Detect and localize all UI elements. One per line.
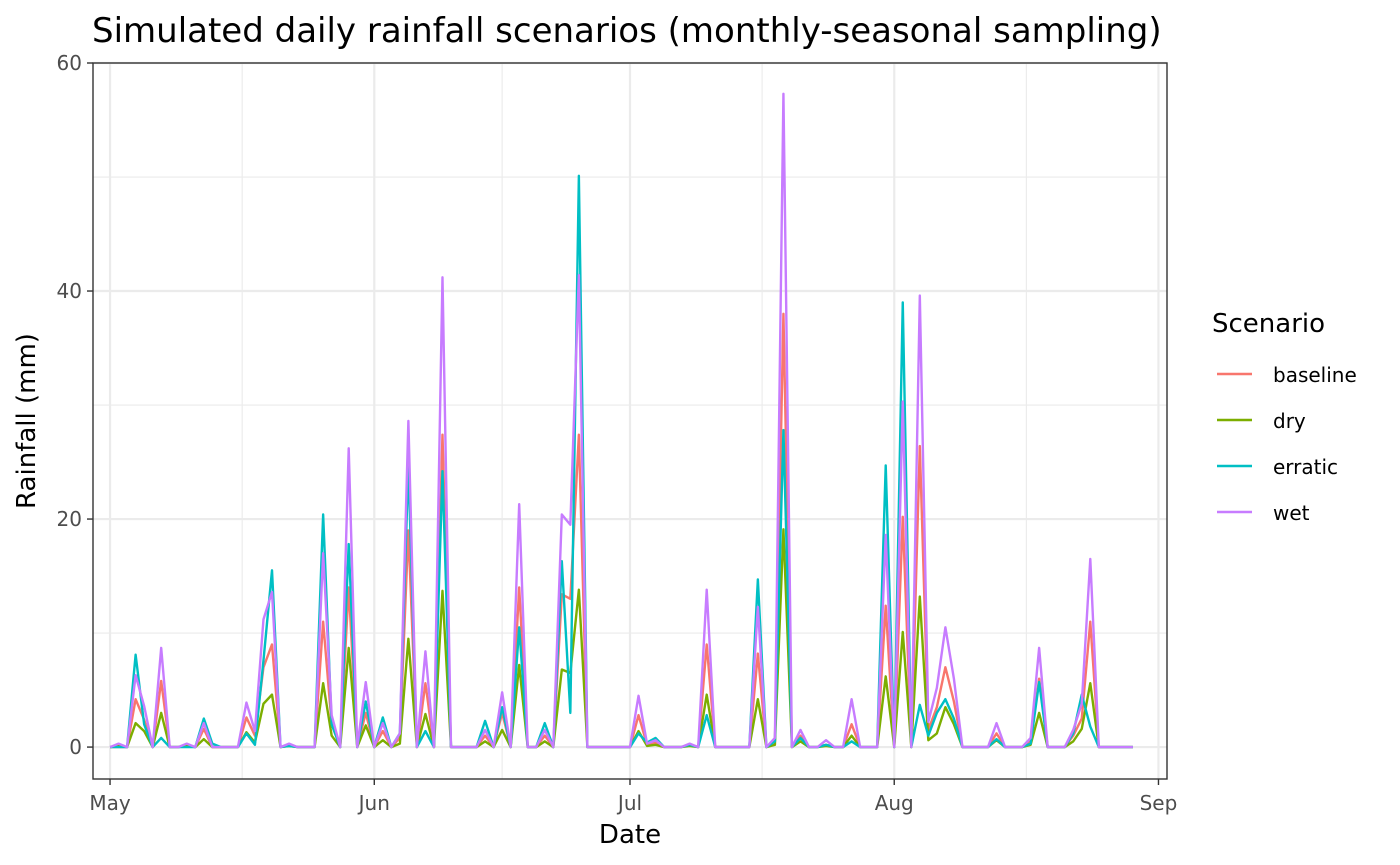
legend-label-dry: dry bbox=[1273, 409, 1306, 433]
gridlines bbox=[93, 61, 1167, 779]
legend-label-erratic: erratic bbox=[1273, 455, 1338, 479]
legend-label-wet: wet bbox=[1273, 501, 1310, 525]
y-axis-title: Rainfall (mm) bbox=[12, 333, 42, 509]
series-line-wet bbox=[109, 92, 1133, 749]
series-line-baseline bbox=[110, 312, 1133, 749]
y-tick-label: 40 bbox=[57, 279, 82, 303]
y-tick-label: 0 bbox=[69, 735, 82, 759]
legend-title: Scenario bbox=[1212, 309, 1325, 339]
legend: Scenario baseline dry erratic wet bbox=[1212, 309, 1357, 525]
legend-items: baseline dry erratic wet bbox=[1217, 363, 1357, 525]
axis-ticks: 0 20 40 60 May Jun Jul Aug Sep bbox=[57, 51, 1178, 815]
x-tick-label: Jul bbox=[616, 791, 642, 815]
chart-title: Simulated daily rainfall scenarios (mont… bbox=[92, 11, 1162, 51]
x-tick-label: Sep bbox=[1140, 791, 1178, 815]
x-tick-label: Jun bbox=[357, 791, 390, 815]
x-tick-label: Aug bbox=[875, 791, 914, 815]
series-line-erratic bbox=[110, 174, 1133, 749]
legend-label-baseline: baseline bbox=[1273, 363, 1357, 387]
y-tick-label: 20 bbox=[57, 507, 82, 531]
x-axis-title: Date bbox=[599, 820, 661, 850]
series-lines bbox=[109, 92, 1133, 749]
y-tick-label: 60 bbox=[57, 51, 82, 75]
series-line-dry bbox=[109, 528, 1133, 749]
x-tick-label: May bbox=[89, 791, 131, 815]
